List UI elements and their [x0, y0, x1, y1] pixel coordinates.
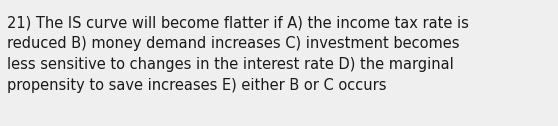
Text: 21) The IS curve will become flatter if A) the income tax rate is
reduced B) mon: 21) The IS curve will become flatter if … [7, 15, 469, 93]
